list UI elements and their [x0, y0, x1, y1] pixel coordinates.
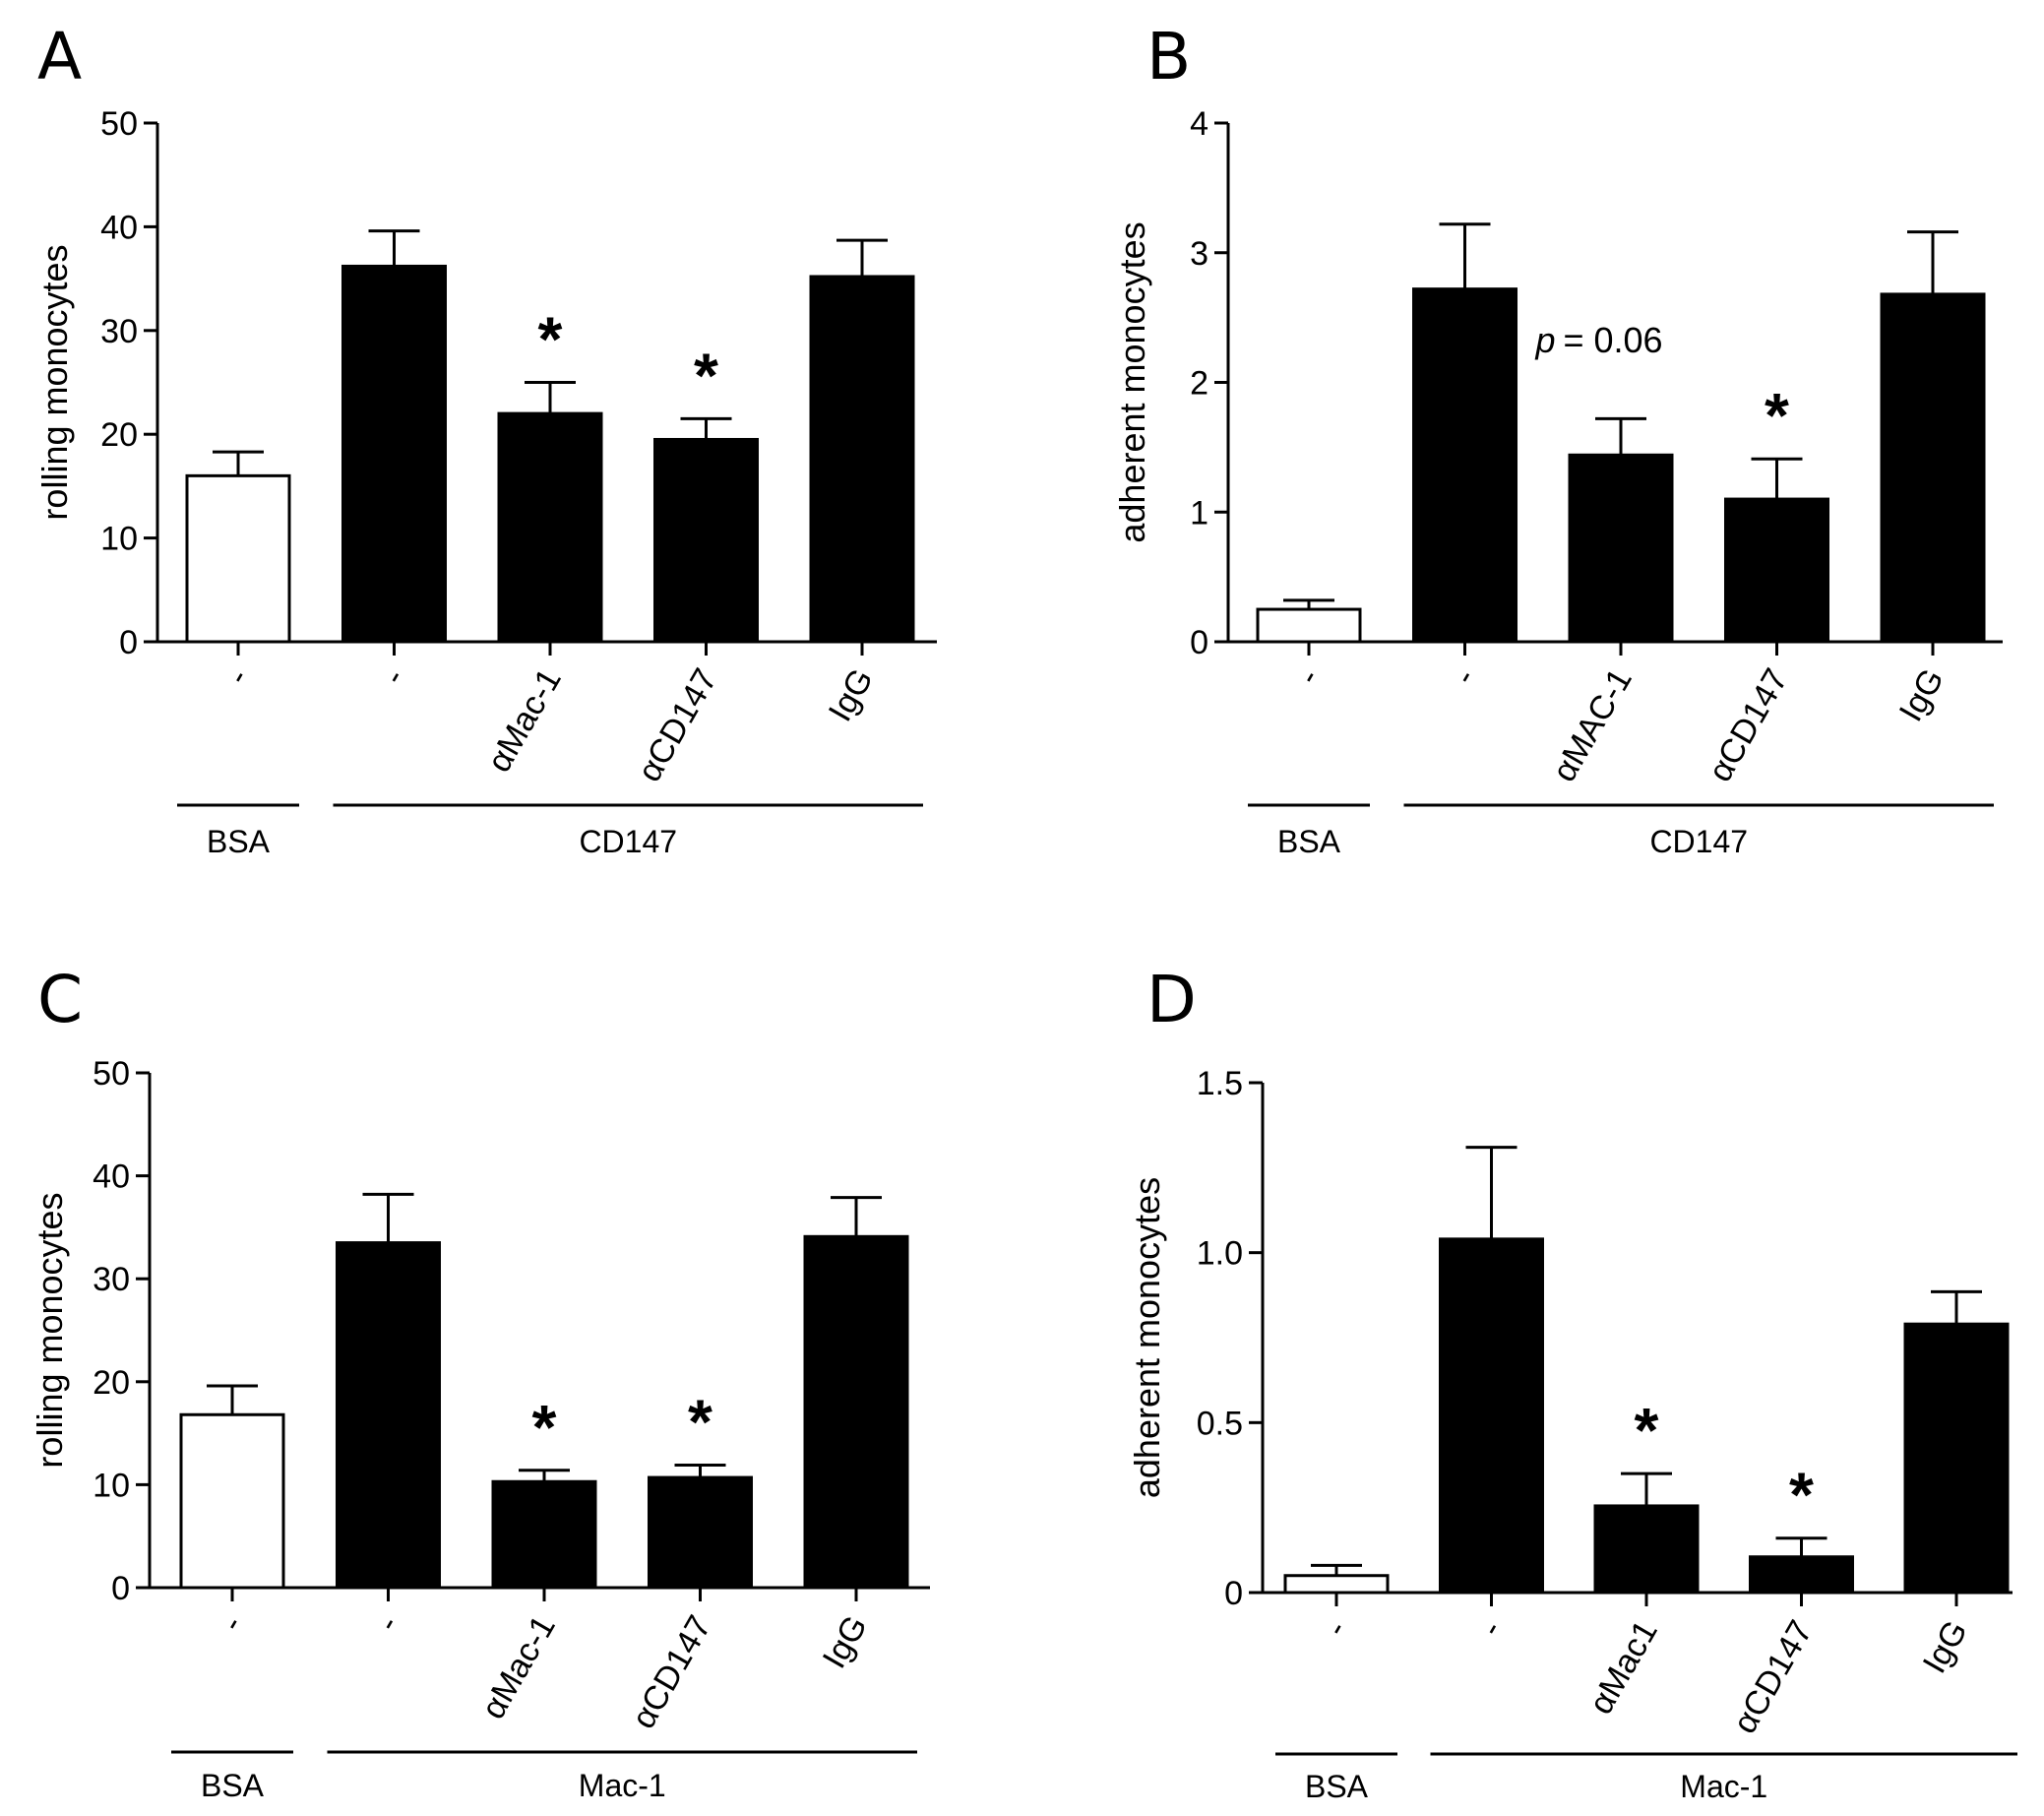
category-label: αCD147: [1702, 662, 1796, 788]
bar: [1724, 497, 1829, 644]
y-tick-label: 30: [93, 1261, 130, 1298]
panel-letter: D: [1146, 962, 1197, 1037]
category-label: IgG: [822, 662, 881, 727]
bar: [185, 473, 291, 644]
y-tick-label: 40: [100, 209, 138, 246]
panel-letter: C: [37, 962, 83, 1037]
category-label: -: [375, 662, 413, 691]
category-label: IgG: [816, 1609, 875, 1674]
group-label: BSA: [207, 824, 271, 859]
bar: [1749, 1555, 1854, 1595]
category-label: αMac1: [1582, 1614, 1665, 1721]
group-label: CD147: [1649, 824, 1748, 859]
y-tick-label: 10: [93, 1467, 130, 1504]
y-tick-label: 0: [1224, 1575, 1243, 1612]
bar: [497, 411, 603, 644]
bar: [341, 264, 447, 644]
y-axis-title: adherent monocytes: [1112, 221, 1152, 542]
significance-star: *: [1765, 380, 1789, 451]
category-label: αMAC-1: [1545, 662, 1640, 788]
y-tick-label: 1: [1190, 494, 1208, 532]
category-label: αCD147: [625, 1609, 719, 1735]
category-label: αMac-1: [474, 1609, 563, 1725]
panel-letter: A: [37, 19, 82, 94]
y-tick-label: 20: [100, 416, 138, 454]
y-tick-label: 0: [111, 1570, 130, 1607]
category-label: -: [1472, 1614, 1511, 1643]
category-label: IgG: [1892, 662, 1951, 727]
bar: [179, 1412, 285, 1590]
y-tick-label: 50: [93, 1055, 130, 1093]
bar: [336, 1241, 441, 1590]
y-tick-label: 50: [100, 105, 138, 143]
y-tick-label: 0.5: [1197, 1405, 1243, 1442]
group-label: BSA: [1305, 1769, 1369, 1804]
y-axis-title: rolling monocytes: [34, 244, 75, 520]
category-label: -: [213, 1609, 251, 1638]
p-value-annotation: p = 0.06: [1534, 320, 1662, 360]
bar: [1593, 1504, 1700, 1595]
y-tick-label: 0: [119, 624, 138, 661]
significance-star: *: [538, 304, 563, 375]
y-tick-label: 1.0: [1197, 1235, 1243, 1273]
category-label: αMac-1: [480, 662, 569, 779]
p-value-italic: p: [1534, 320, 1555, 360]
panel-c: C 0 10 20 30 40 50 rolling monocytes - - αMac-1 * αC…: [30, 962, 930, 1803]
significance-star: *: [532, 1392, 557, 1463]
y-axis-title: rolling monocytes: [30, 1192, 70, 1468]
category-label: -: [1289, 662, 1328, 691]
y-tick-label: 1.5: [1197, 1065, 1243, 1102]
group-label: BSA: [201, 1768, 265, 1803]
category-label: -: [369, 1609, 407, 1638]
bar: [653, 437, 759, 644]
y-tick-label: 40: [93, 1158, 130, 1196]
y-tick-label: 0: [1190, 624, 1208, 661]
significance-star: *: [694, 340, 718, 410]
y-tick-label: 4: [1190, 105, 1208, 143]
panel-d: D 0 0.5 1.0 1.5 adherent monocytes - - αMac1 * αCD…: [1127, 962, 2017, 1804]
category-label: -: [1446, 662, 1484, 691]
group-label: CD147: [579, 824, 677, 859]
bar: [803, 1234, 909, 1590]
y-tick-label: 2: [1190, 365, 1208, 403]
group-label: Mac-1: [579, 1768, 666, 1803]
y-tick-label: 3: [1190, 235, 1208, 273]
category-label: αCD147: [1726, 1614, 1821, 1740]
bar: [1412, 287, 1518, 644]
y-tick-label: 20: [93, 1364, 130, 1402]
panel-b: B 0 1 2 3 4 adherent monocytes - - αMAC-1 αCD147 * I…: [1112, 19, 2003, 859]
bar: [648, 1475, 753, 1590]
bar: [1256, 607, 1362, 644]
significance-star: *: [1789, 1460, 1814, 1531]
bar: [1439, 1237, 1544, 1595]
bar: [1283, 1574, 1390, 1595]
bar: [1903, 1322, 2010, 1595]
category-label: IgG: [1916, 1614, 1975, 1679]
panel-letter: B: [1146, 19, 1191, 94]
category-label: αCD147: [631, 662, 725, 788]
bar: [491, 1479, 597, 1590]
significance-star: *: [688, 1387, 712, 1458]
bar: [1880, 292, 1986, 644]
bar: [809, 275, 915, 644]
category-label: -: [1317, 1614, 1355, 1643]
panel-a: A 0 10 20 30 40 50 rolling monocytes - - αMac-1 * αC…: [34, 19, 937, 859]
significance-star: *: [1635, 1395, 1659, 1466]
group-label: BSA: [1277, 824, 1341, 859]
p-value-text: = 0.06: [1563, 320, 1662, 360]
bar: [1568, 453, 1674, 644]
y-tick-label: 10: [100, 521, 138, 558]
category-label: -: [218, 662, 257, 691]
group-label: Mac-1: [1680, 1769, 1767, 1804]
y-axis-title: adherent monocytes: [1127, 1177, 1167, 1498]
y-tick-label: 30: [100, 313, 138, 350]
